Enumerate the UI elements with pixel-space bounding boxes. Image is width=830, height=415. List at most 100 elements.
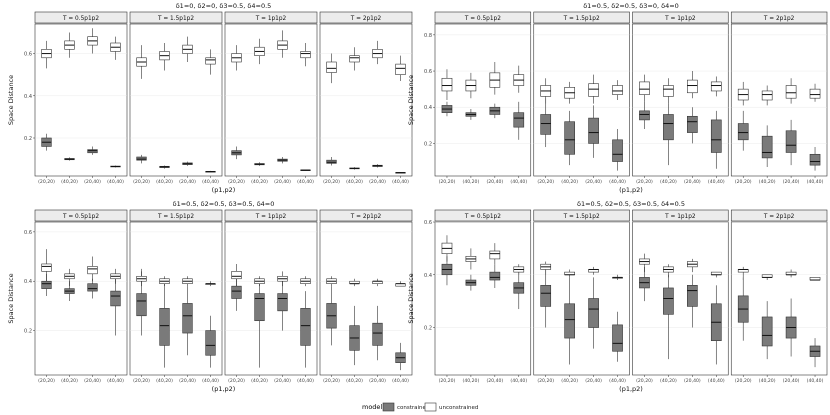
- x-tick-label: (20,40): [274, 378, 291, 384]
- box-iqr: [564, 121, 575, 155]
- box-constrained: [761, 301, 773, 360]
- facet-strip-label: T = 1.5p1p2: [157, 214, 194, 220]
- box-unconstrained: [110, 268, 121, 284]
- x-tick-label: (20,40): [486, 179, 503, 185]
- box-iqr: [639, 81, 650, 95]
- box-constrained: [687, 274, 698, 328]
- box-constrained: [737, 277, 749, 341]
- box-iqr: [136, 156, 147, 161]
- box-unconstrained: [465, 248, 477, 270]
- box-unconstrained: [639, 253, 650, 273]
- box-unconstrained: [64, 268, 75, 287]
- box-unconstrained: [710, 76, 722, 97]
- y-tick-label: 0.2: [424, 326, 432, 332]
- box-constrained: [612, 128, 623, 171]
- y-axis-label: Space Distance: [407, 273, 415, 323]
- facet-strip: [434, 11, 532, 24]
- x-tick-label: (40,40): [392, 378, 409, 384]
- panel-title: δ1=0.5, δ2=0.5, δ3=0, δ4=0: [583, 2, 679, 10]
- facet-strip: [224, 209, 318, 222]
- box-unconstrained: [231, 263, 242, 287]
- facet-3: T = 1p1p2 (20,20) (40,20) (20,40) (40,40): [632, 209, 729, 384]
- x-tick-label: (40,20): [346, 179, 363, 185]
- facet-strip-label: T = 1.5p1p2: [157, 16, 194, 22]
- box-iqr: [663, 287, 674, 315]
- box-unconstrained: [785, 269, 797, 278]
- x-tick-label: (20,20): [38, 179, 55, 185]
- y-axis-label: Space Distance: [7, 75, 15, 125]
- box-unconstrained: [809, 83, 821, 102]
- x-tick-label: (40,40): [107, 378, 124, 384]
- box-unconstrained: [761, 274, 773, 281]
- box-iqr: [710, 119, 722, 153]
- panels-layer: δ1=0, δ2=0, δ3=0.5, δ4=0.5 Space Distance…: [7, 2, 828, 393]
- x-tick-label: (20,40): [783, 179, 800, 185]
- box-unconstrained: [710, 271, 722, 278]
- box-constrained: [737, 110, 749, 151]
- facet-strip: [129, 209, 223, 222]
- box-iqr: [277, 293, 288, 312]
- box-constrained: [231, 146, 242, 160]
- facet-strip: [129, 11, 223, 24]
- box-unconstrained: [372, 278, 383, 287]
- facet-3: T = 1p1p2 (20,20) (40,20) (20,40) (40,40): [224, 209, 318, 384]
- facet-strip: [632, 209, 729, 222]
- box-unconstrained: [64, 32, 75, 58]
- box-iqr: [687, 285, 698, 307]
- facet-1: T = 0.5p1p2 (20,20) (40,20) (20,40) (40,40): [434, 209, 532, 384]
- box-constrained: [182, 161, 193, 166]
- box-constrained: [182, 286, 193, 356]
- x-tick-label: (20,20): [38, 378, 55, 384]
- x-tick-label: (40,40): [202, 179, 219, 185]
- facet-strip: [533, 209, 630, 222]
- y-tick-label: 0.6: [24, 52, 32, 58]
- facet-strip-label: T = 2p1p2: [350, 214, 382, 220]
- box-unconstrained: [737, 81, 749, 106]
- x-tick-label: (20,20): [636, 378, 653, 384]
- facet-plot-area: [319, 221, 413, 376]
- x-tick-label: (40,20): [759, 179, 776, 185]
- x-tick-label: (40,40): [708, 378, 725, 384]
- box-constrained: [349, 305, 360, 366]
- legend-label-constrained: constrained: [397, 405, 429, 411]
- facet-strip: [632, 11, 729, 24]
- box-constrained: [564, 110, 575, 166]
- box-unconstrained: [564, 81, 575, 104]
- x-tick-label: (20,40): [783, 378, 800, 384]
- x-tick-label: (20,40): [179, 378, 196, 384]
- box-iqr: [87, 283, 98, 292]
- facet-4: T = 2p1p2 (20,20) (40,20) (20,40) (40,40): [319, 209, 413, 384]
- box-unconstrained: [159, 43, 170, 71]
- x-tick-label: (40,20): [61, 378, 78, 384]
- box-constrained: [254, 162, 265, 166]
- x-tick-label: (20,20): [636, 179, 653, 185]
- box-unconstrained: [300, 276, 311, 287]
- x-tick-label: (20,20): [133, 179, 150, 185]
- panel-title: δ1=0.5, δ2=0.5, δ3=0.5, δ4=0: [173, 200, 275, 208]
- box-iqr: [87, 266, 98, 275]
- box-constrained: [489, 264, 501, 288]
- box-constrained: [110, 276, 121, 336]
- box-constrained: [110, 165, 121, 168]
- facet-plot-area: [632, 23, 729, 177]
- x-tick-label: (40,20): [463, 378, 480, 384]
- facet-2: T = 1.5p1p2 (20,20) (40,20) (20,40) (40,40): [129, 209, 223, 384]
- x-tick-label: (40,40): [708, 179, 725, 185]
- facet-strip-label: T = 1p1p2: [255, 214, 287, 220]
- box-iqr: [761, 135, 773, 159]
- facet-plot-area: [434, 23, 532, 177]
- facet-strip-label: T = 1p1p2: [664, 214, 696, 220]
- facet-strip: [319, 209, 413, 222]
- box-constrained: [465, 109, 477, 120]
- legend-title: model: [362, 403, 382, 411]
- box-constrained: [663, 103, 674, 166]
- x-tick-label: (20,40): [585, 378, 602, 384]
- box-unconstrained: [277, 30, 288, 58]
- x-tick-label: (40,40): [202, 378, 219, 384]
- x-axis-label: (p1,p2): [619, 186, 643, 194]
- box-constrained: [489, 103, 501, 119]
- box-iqr: [785, 130, 797, 153]
- box-iqr: [441, 77, 453, 92]
- x-tick-label: (20,20): [228, 179, 245, 185]
